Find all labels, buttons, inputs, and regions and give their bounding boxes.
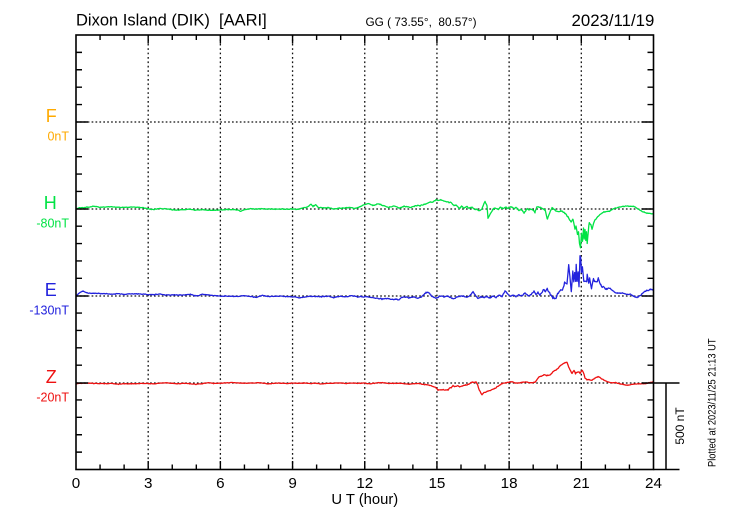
svg-text:3: 3 xyxy=(144,475,152,492)
svg-text:12: 12 xyxy=(356,475,373,492)
svg-text:E: E xyxy=(45,280,57,300)
svg-text:Plotted at 2023/11/25 21:13 UT: Plotted at 2023/11/25 21:13 UT xyxy=(707,338,719,467)
svg-text:-80nT: -80nT xyxy=(36,217,69,231)
svg-text:H: H xyxy=(44,193,57,213)
svg-text:F: F xyxy=(46,106,57,126)
svg-text:18: 18 xyxy=(501,475,518,492)
svg-text:21: 21 xyxy=(573,475,590,492)
svg-text:6: 6 xyxy=(216,475,224,492)
svg-text:0nT: 0nT xyxy=(47,130,69,144)
svg-text:-20nT: -20nT xyxy=(36,391,69,405)
svg-text:0: 0 xyxy=(72,475,80,492)
svg-text:500 nT: 500 nT xyxy=(673,407,687,445)
svg-text:15: 15 xyxy=(428,475,445,492)
svg-text:9: 9 xyxy=(288,475,296,492)
svg-text:24: 24 xyxy=(645,475,662,492)
svg-text:Dixon Island (DIK) [AARI]: Dixon Island (DIK) [AARI] xyxy=(76,12,267,30)
svg-text:2023/11/19: 2023/11/19 xyxy=(572,11,655,30)
svg-text:GG ( 73.55°, 80.57°): GG ( 73.55°, 80.57°) xyxy=(366,15,477,29)
svg-text:-130nT: -130nT xyxy=(29,304,69,318)
svg-text:Z: Z xyxy=(46,367,57,387)
svg-text:U T (hour): U T (hour) xyxy=(331,492,398,508)
